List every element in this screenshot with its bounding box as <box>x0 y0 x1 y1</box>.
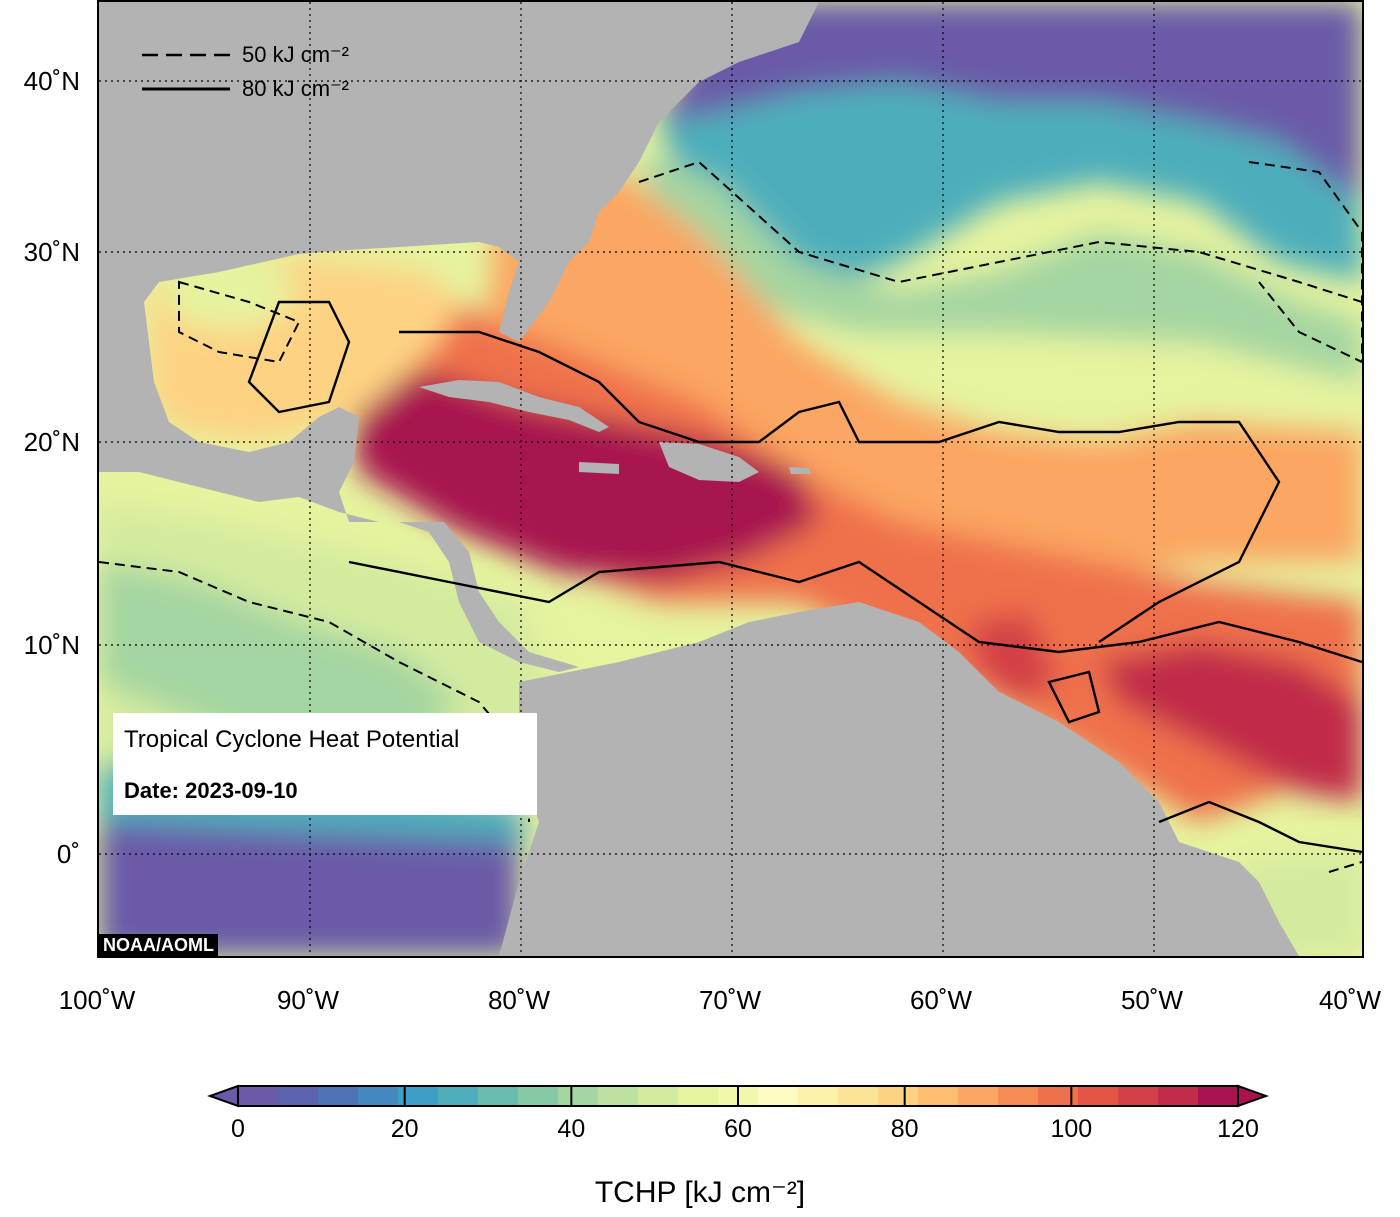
graticule <box>99 2 1362 956</box>
colorbar-cell <box>1118 1086 1159 1106</box>
lat-label-30n: 30˚N <box>23 237 80 267</box>
legend-label-50: 50 kJ cm⁻² <box>242 42 349 67</box>
colorbar-cell <box>1198 1086 1239 1106</box>
colorbar-cell <box>478 1086 519 1106</box>
colorbar-low-arrow <box>207 1084 239 1108</box>
colorbar-tick-label: 80 <box>890 1115 919 1143</box>
colorbar-tick-label: 100 <box>1050 1115 1093 1143</box>
colorbar-cell <box>998 1086 1039 1106</box>
colorbar-cell <box>438 1086 479 1106</box>
lon-label-80w: 80˚W <box>487 985 551 1015</box>
lon-label-100w: 100˚W <box>58 985 136 1015</box>
map-title: Tropical Cyclone Heat Potential <box>124 726 460 753</box>
colorbar-cell <box>878 1086 919 1106</box>
solid-line-swatch <box>142 87 230 91</box>
colorbar-tick-label: 60 <box>724 1115 752 1143</box>
legend-row-solid: 80 kJ cm⁻² <box>140 72 349 106</box>
colorbar-cell <box>598 1086 639 1106</box>
colorbar-cell <box>558 1086 599 1106</box>
colorbar-cell <box>678 1086 719 1106</box>
lon-label-90w: 90˚W <box>276 985 340 1015</box>
colorbar-tick-label: 20 <box>390 1115 419 1143</box>
colorbar-title: TCHP [kJ cm⁻²] <box>594 1176 806 1209</box>
colorbar-ticks <box>237 1086 1239 1106</box>
colorbar-cell <box>758 1086 799 1106</box>
colorbar-cell <box>358 1086 399 1106</box>
colorbar-high-arrow <box>1237 1084 1269 1108</box>
dashed-line-swatch <box>142 53 230 57</box>
colorbar-cells <box>238 1086 1239 1106</box>
title-box: Tropical Cyclone Heat Potential Date: 20… <box>113 713 537 815</box>
colorbar-cell <box>958 1086 999 1106</box>
legend-row-dashed: 50 kJ cm⁻² <box>140 38 349 72</box>
colorbar-cell <box>518 1086 559 1106</box>
contour-50 <box>99 160 1362 873</box>
lat-label-20n: 20˚N <box>23 427 80 457</box>
lat-label-10n: 10˚N <box>23 630 80 660</box>
colorbar-cell <box>318 1086 359 1106</box>
colorbar-cell <box>638 1086 679 1106</box>
lat-label-40n: 40˚N <box>23 66 80 96</box>
lon-label-40w: 40˚W <box>1318 985 1382 1015</box>
colorbar-cell <box>238 1086 279 1106</box>
colorbar-cell <box>1158 1086 1199 1106</box>
colorbar <box>207 1084 1269 1108</box>
lon-label-50w: 50˚W <box>1120 985 1184 1015</box>
colorbar-cell <box>1038 1086 1079 1106</box>
colorbar-cell <box>1078 1086 1119 1106</box>
colorbar-tick-label: 40 <box>557 1115 586 1143</box>
lat-label-0: 0˚ <box>56 839 80 869</box>
lon-label-60w: 60˚W <box>909 985 973 1015</box>
colorbar-cell <box>398 1086 439 1106</box>
colorbar-tick-label: 0 <box>231 1115 245 1143</box>
lon-label-70w: 70˚W <box>698 985 762 1015</box>
map-date: Date: 2023-09-10 <box>124 778 298 803</box>
colorbar-cell <box>278 1086 319 1106</box>
contour-legend: 50 kJ cm⁻² 80 kJ cm⁻² <box>140 38 349 106</box>
colorbar-cell <box>918 1086 959 1106</box>
legend-label-80: 80 kJ cm⁻² <box>242 76 349 101</box>
colorbar-cell <box>798 1086 839 1106</box>
credit-label: NOAA/AOML <box>99 934 218 957</box>
colorbar-tick-label: 120 <box>1217 1115 1259 1143</box>
colorbar-cell <box>838 1086 879 1106</box>
land-masses <box>99 2 1299 956</box>
